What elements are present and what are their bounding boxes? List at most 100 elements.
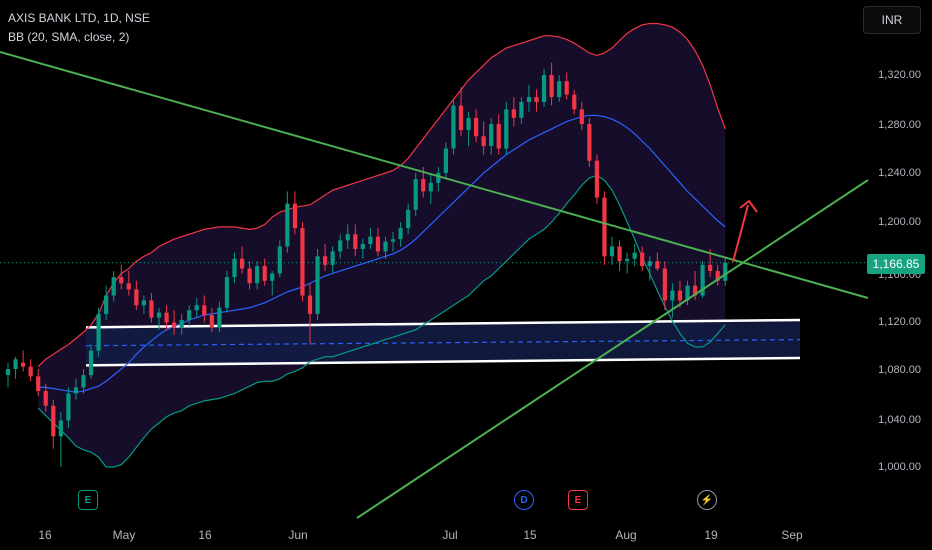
candle-body <box>692 285 698 296</box>
bollinger-basis-line <box>38 114 726 393</box>
candle-body <box>232 258 237 278</box>
projection-arrow-shaft <box>732 204 749 263</box>
support-zone-mid-line <box>85 339 801 347</box>
candle-body <box>670 290 675 301</box>
candle-body <box>602 197 607 257</box>
candle-body <box>300 228 305 296</box>
candle-body <box>119 277 124 284</box>
candle-body <box>345 234 350 241</box>
candle-body <box>141 300 146 306</box>
candle-body <box>715 271 720 281</box>
candle-body <box>398 228 403 240</box>
candle-body <box>564 81 569 95</box>
candle-body <box>579 109 584 124</box>
candle-body <box>96 313 101 351</box>
candle-body <box>519 101 524 118</box>
x-tick-label: 16 <box>38 528 52 542</box>
earnings-icon-2[interactable]: E <box>568 490 588 510</box>
candle-body <box>5 369 11 376</box>
y-tick-label: 1,120.00 <box>878 316 921 328</box>
candle-body <box>307 295 313 314</box>
candle-body <box>489 124 494 147</box>
candle-body <box>458 105 464 131</box>
candle-body <box>451 105 456 149</box>
candle-body <box>202 305 207 316</box>
candle-body <box>504 109 509 149</box>
candle-body <box>224 277 230 308</box>
candle-body <box>383 241 388 252</box>
candle-body <box>647 261 652 267</box>
support-zone-fill <box>86 320 800 366</box>
bollinger-lower-line <box>37 174 726 468</box>
candle-body <box>723 262 728 281</box>
x-tick-label: 16 <box>198 528 212 542</box>
symbol-title: AXIS BANK LTD, 1D, NSE <box>8 11 150 25</box>
last-price-label: 1,166.85 <box>867 254 925 274</box>
candle-body <box>36 376 41 392</box>
candle-body <box>436 173 441 183</box>
y-tick-label: 1,080.00 <box>878 364 921 376</box>
candle-body <box>209 315 214 328</box>
y-tick-label: 1,040.00 <box>878 414 921 426</box>
support-zone-top-line <box>85 318 801 329</box>
x-tick-label: May <box>112 528 136 542</box>
candle-body <box>594 160 599 198</box>
candle-body <box>541 75 547 102</box>
x-tick-label: Sep <box>781 528 803 542</box>
y-tick-label: 1,000.00 <box>878 461 921 473</box>
ascending-trendline <box>356 179 869 519</box>
candle-body <box>73 387 79 394</box>
split-flash-icon[interactable]: ⚡ <box>697 490 717 510</box>
x-tick-label: 15 <box>523 528 537 542</box>
projection-arrow-head <box>739 200 758 213</box>
candle-body <box>126 283 131 290</box>
candle-body <box>466 117 471 131</box>
candle-body <box>375 236 381 252</box>
candle-body <box>292 203 297 229</box>
candle-body <box>330 251 335 265</box>
currency-button[interactable]: INR <box>863 6 921 34</box>
candle-body <box>640 252 645 267</box>
candle-body <box>587 124 592 161</box>
candle-body <box>390 239 396 242</box>
candle-body <box>88 350 94 376</box>
bollinger-upper-line <box>37 22 726 367</box>
candle-body <box>111 277 116 296</box>
dividend-icon[interactable]: D <box>514 490 534 510</box>
candle-body <box>194 305 199 311</box>
candle-body <box>360 244 365 249</box>
candle-body <box>572 94 577 110</box>
candle-body <box>134 289 139 306</box>
candle-body <box>421 179 426 192</box>
candle-body <box>511 109 516 118</box>
candle-body <box>443 148 448 173</box>
x-tick-label: Aug <box>615 528 637 542</box>
candle-body <box>526 97 532 102</box>
candle-body <box>677 290 683 301</box>
candle-body <box>239 258 245 269</box>
candle-body <box>179 320 184 328</box>
candle-body <box>13 359 18 369</box>
candle-body <box>172 322 177 328</box>
indicator-title: BB (20, SMA, close, 2) <box>8 30 130 44</box>
candle-body <box>43 391 48 406</box>
candle-body <box>655 261 660 269</box>
candle-body <box>262 266 267 281</box>
candle-body <box>557 81 562 98</box>
candle-body <box>51 405 56 437</box>
candle-body <box>315 256 320 314</box>
candle-body <box>270 273 275 281</box>
candle-body <box>247 268 252 284</box>
y-tick-label: 1,240.00 <box>878 167 921 179</box>
candle-body <box>81 375 86 388</box>
y-tick-label: 1,320.00 <box>878 69 921 81</box>
y-tick-label: 1,200.00 <box>878 216 921 228</box>
candle-body <box>481 136 486 147</box>
candle-body <box>149 300 154 318</box>
candle-body <box>617 246 622 262</box>
candle-body <box>58 420 63 437</box>
candle-body <box>625 258 630 262</box>
candle-body <box>474 117 479 137</box>
earnings-icon[interactable]: E <box>78 490 98 510</box>
